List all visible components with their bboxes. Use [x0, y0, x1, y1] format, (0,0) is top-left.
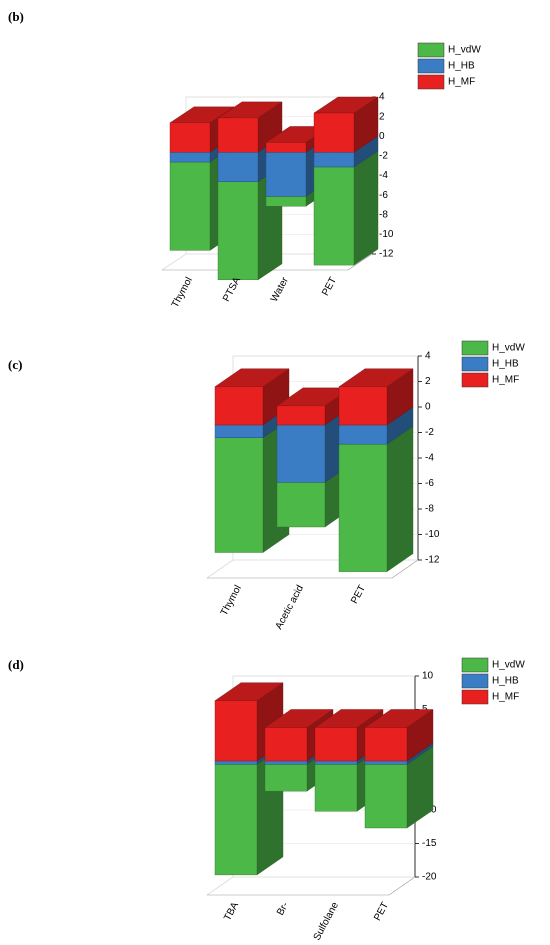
- y-tick-label: -10: [379, 229, 394, 240]
- bar: [313, 112, 355, 153]
- y-tick-label: 0: [379, 131, 385, 142]
- x-tick-label: Br-: [275, 900, 291, 917]
- bar: [217, 152, 259, 182]
- bar: [169, 161, 211, 251]
- panel: (d)-20-15-10-50510TBABr-SulfolanePETH_vd…: [8, 657, 525, 942]
- legend-swatch: [461, 372, 489, 388]
- bar: [169, 152, 211, 163]
- legend-label: H_vdW: [492, 343, 525, 354]
- legend-swatch: [417, 58, 445, 74]
- legend-swatch: [461, 356, 489, 372]
- x-tick-label: PET: [349, 583, 368, 605]
- legend-label: H_HB: [492, 676, 519, 687]
- legend-label: H_MF: [492, 375, 519, 386]
- legend-swatch: [417, 74, 445, 90]
- bar: [265, 196, 307, 207]
- legend-swatch: [461, 673, 489, 689]
- bar: [264, 760, 308, 765]
- y-tick-label: -15: [422, 838, 437, 849]
- y-tick-label: 2: [425, 376, 431, 387]
- panel-label: (d): [8, 657, 24, 672]
- legend-label: H_vdW: [492, 660, 525, 671]
- bar: [214, 386, 264, 426]
- bar: [338, 424, 388, 445]
- bar: [217, 117, 259, 153]
- legend-label: H_MF: [448, 77, 475, 88]
- bar: [214, 700, 258, 762]
- y-tick-label: 2: [379, 111, 385, 122]
- bar: [314, 727, 358, 762]
- bar: [314, 760, 358, 765]
- bar: [364, 764, 408, 829]
- bar: [364, 727, 408, 762]
- x-tick-label: Sulfolane: [312, 900, 341, 942]
- x-tick-label: TBA: [222, 900, 241, 923]
- y-tick-label: -2: [379, 151, 388, 162]
- bar: [217, 181, 259, 281]
- bar: [338, 443, 388, 572]
- y-tick-label: -20: [422, 872, 437, 883]
- floor-edge: [391, 559, 419, 579]
- x-tick-label: Acetic acid: [274, 583, 306, 631]
- bar: [214, 437, 264, 553]
- x-tick-label: PET: [372, 900, 391, 922]
- panel-label: (c): [8, 357, 22, 372]
- y-tick-label: -6: [425, 478, 434, 489]
- legend-swatch: [461, 340, 489, 356]
- legend-label: H_HB: [492, 359, 519, 370]
- y-tick-label: -4: [425, 453, 434, 464]
- floor-edge: [161, 253, 187, 271]
- legend-label: H_HB: [448, 61, 475, 72]
- legend-swatch: [461, 657, 489, 673]
- legend-label: H_MF: [492, 692, 519, 703]
- floor-edge: [206, 559, 234, 579]
- x-tick-label: PET: [320, 275, 339, 297]
- y-tick-label: 10: [422, 671, 434, 682]
- y-tick-label: -12: [379, 249, 394, 260]
- bar-side: [353, 150, 379, 266]
- bar: [264, 764, 308, 792]
- bar-side: [386, 425, 414, 573]
- bar: [314, 764, 358, 812]
- bar: [313, 166, 355, 266]
- bar: [313, 152, 355, 168]
- bar: [169, 122, 211, 153]
- floor-edge: [388, 876, 416, 896]
- y-tick-label: -4: [379, 170, 388, 181]
- y-tick-label: -6: [379, 190, 388, 201]
- bar: [276, 482, 326, 528]
- floor-edge: [206, 876, 234, 896]
- y-tick-label: -10: [425, 529, 440, 540]
- bar: [214, 424, 264, 438]
- y-tick-label: -12: [425, 555, 440, 566]
- y-tick-label: 0: [425, 402, 431, 413]
- legend-label: H_vdW: [448, 45, 481, 56]
- bar: [265, 142, 307, 153]
- legend-swatch: [461, 689, 489, 705]
- bar: [276, 405, 326, 426]
- y-tick-label: 4: [379, 92, 385, 103]
- bar: [338, 386, 388, 426]
- bar: [265, 152, 307, 197]
- x-tick-label: Thymol: [170, 275, 195, 309]
- bar: [364, 760, 408, 765]
- y-tick-label: -8: [425, 504, 434, 515]
- y-tick-label: -8: [379, 209, 388, 220]
- x-tick-label: Water: [269, 275, 291, 304]
- bar: [264, 727, 308, 762]
- bar: [214, 764, 258, 876]
- panel: (c) -12 -10 -8 -6 -4 -2 0 2 4 Thymol Acetic acid PET…: [8, 340, 525, 631]
- bar: [214, 760, 258, 765]
- floor-edge: [347, 253, 373, 271]
- bar: [276, 424, 326, 483]
- y-tick-label: 4: [425, 351, 431, 362]
- x-tick-label: Thymol: [219, 583, 244, 617]
- legend-swatch: [417, 42, 445, 58]
- y-tick-label: -2: [425, 427, 434, 438]
- panel-label: (b): [8, 9, 24, 24]
